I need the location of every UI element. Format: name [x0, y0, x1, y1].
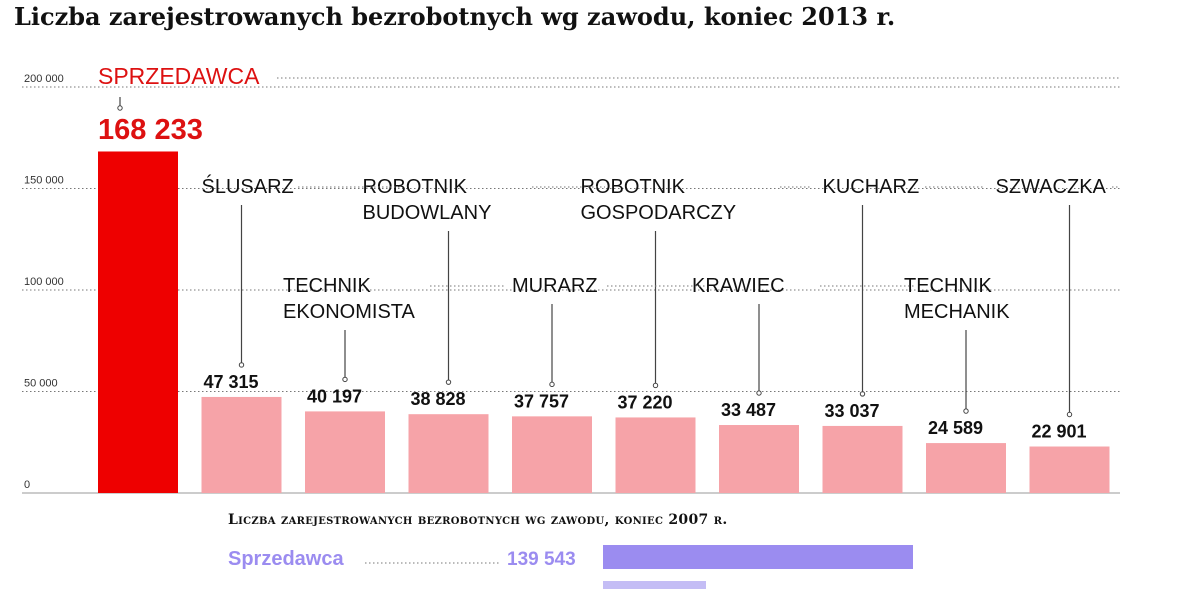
bar — [926, 443, 1006, 493]
value-label: 40 197 — [307, 386, 362, 406]
bar — [822, 425, 903, 493]
value-label: 33 487 — [721, 400, 776, 420]
category-label: KRAWIEC — [692, 275, 785, 297]
category-label: TECHNIK — [283, 275, 371, 297]
category-label: SPRZEDAWCA — [98, 63, 260, 89]
category-label: ROBOTNIK — [363, 176, 468, 198]
category-label: MURARZ — [512, 275, 598, 297]
value-label: 22 901 — [1032, 422, 1087, 442]
value-label: 33 037 — [825, 401, 880, 421]
sub-bar — [603, 545, 913, 569]
leader-dot — [1066, 411, 1073, 418]
y-tick-label: 200 000 — [24, 73, 64, 85]
leader-dot — [652, 382, 659, 389]
category-label: EKONOMISTA — [283, 301, 416, 323]
sub-bar-partial — [603, 581, 706, 589]
leader-dot — [756, 390, 762, 396]
category-label: MECHANIK — [904, 301, 1010, 323]
category-label: GOSPODARCZY — [581, 202, 737, 224]
category-label: TECHNIK — [904, 275, 992, 297]
value-label: 37 220 — [618, 392, 673, 412]
value-label: 168 233 — [98, 114, 203, 146]
category-label: ROBOTNIK — [581, 176, 686, 198]
y-tick-label: 150 000 — [24, 175, 64, 187]
category-label: ŚLUSARZ — [202, 174, 294, 198]
bar — [615, 417, 696, 493]
leader-dot — [238, 362, 245, 368]
category-label: SZWACZKA — [996, 176, 1107, 198]
value-label: 38 828 — [411, 389, 466, 409]
value-label: 24 589 — [928, 418, 983, 438]
value-label: 37 757 — [514, 391, 569, 411]
leader-dot — [342, 376, 348, 383]
bar — [408, 414, 489, 493]
bar — [512, 416, 592, 493]
bar — [719, 425, 799, 493]
bar — [305, 411, 385, 493]
leader-dot — [445, 379, 452, 385]
y-tick-label: 50 000 — [24, 378, 58, 390]
sub-value-label: 139 543 — [507, 549, 576, 570]
sub-category-label: Sprzedawca — [228, 548, 344, 570]
bar — [201, 396, 282, 493]
leader-dot — [549, 381, 555, 388]
y-tick-label: 0 — [24, 479, 30, 491]
y-tick-label: 100 000 — [24, 276, 64, 288]
bar — [1029, 446, 1110, 493]
category-label: BUDOWLANY — [363, 202, 492, 224]
sub-chart-title: Liczba zarejestrowanych bezrobotnych wg … — [228, 512, 728, 528]
value-label: 47 315 — [204, 372, 259, 392]
chart-title: Liczba zarejestrowanych bezrobotnych wg … — [14, 2, 896, 31]
bar — [98, 151, 178, 494]
category-label: KUCHARZ — [823, 176, 920, 198]
leader-dot — [963, 408, 969, 414]
leader-dot — [117, 105, 123, 111]
leader-dot — [859, 391, 866, 397]
